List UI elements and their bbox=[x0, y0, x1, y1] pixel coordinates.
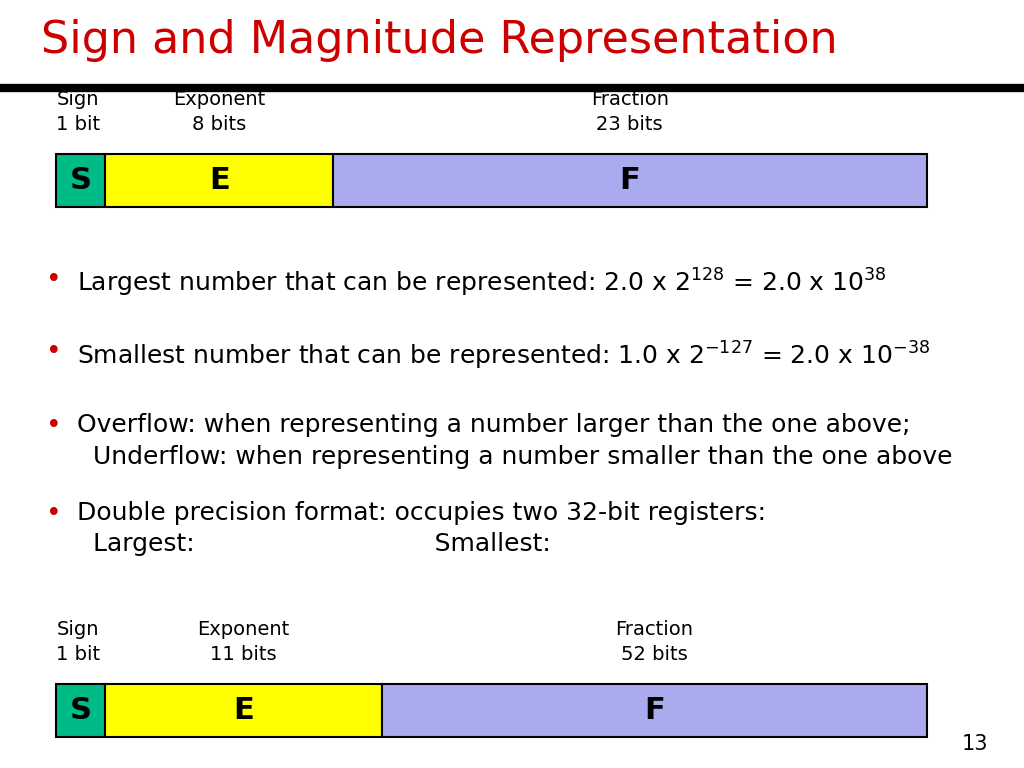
Text: 8 bits: 8 bits bbox=[193, 115, 246, 134]
Text: 23 bits: 23 bits bbox=[596, 115, 664, 134]
Text: 11 bits: 11 bits bbox=[210, 645, 278, 664]
Text: •: • bbox=[46, 501, 61, 527]
Text: •: • bbox=[46, 413, 61, 439]
Text: E: E bbox=[233, 696, 254, 725]
Text: Double precision format: occupies two 32-bit registers:
  Largest:              : Double precision format: occupies two 32… bbox=[77, 501, 766, 556]
FancyBboxPatch shape bbox=[56, 154, 105, 207]
Text: F: F bbox=[620, 166, 640, 195]
Text: 1 bit: 1 bit bbox=[56, 645, 100, 664]
Text: S: S bbox=[70, 696, 92, 725]
FancyBboxPatch shape bbox=[105, 684, 382, 737]
Text: 13: 13 bbox=[962, 734, 988, 754]
Text: S: S bbox=[70, 166, 92, 195]
FancyBboxPatch shape bbox=[56, 684, 105, 737]
Text: Sign: Sign bbox=[56, 620, 99, 639]
FancyBboxPatch shape bbox=[382, 684, 927, 737]
Text: •: • bbox=[46, 267, 61, 293]
Text: 52 bits: 52 bits bbox=[621, 645, 688, 664]
Text: Largest number that can be represented: 2.0 x 2$^{128}$ = 2.0 x 10$^{38}$: Largest number that can be represented: … bbox=[77, 267, 887, 300]
Text: 1 bit: 1 bit bbox=[56, 115, 100, 134]
Text: Exponent: Exponent bbox=[198, 620, 290, 639]
Text: Fraction: Fraction bbox=[615, 620, 693, 639]
Text: Sign: Sign bbox=[56, 90, 99, 109]
Text: E: E bbox=[209, 166, 229, 195]
FancyBboxPatch shape bbox=[333, 154, 927, 207]
Text: Exponent: Exponent bbox=[173, 90, 265, 109]
FancyBboxPatch shape bbox=[105, 154, 333, 207]
Text: Smallest number that can be represented: 1.0 x 2$^{-127}$ = 2.0 x 10$^{-38}$: Smallest number that can be represented:… bbox=[77, 339, 930, 372]
Text: Sign and Magnitude Representation: Sign and Magnitude Representation bbox=[41, 19, 838, 62]
Text: F: F bbox=[644, 696, 665, 725]
Text: •: • bbox=[46, 339, 61, 366]
Text: Overflow: when representing a number larger than the one above;
  Underflow: whe: Overflow: when representing a number lar… bbox=[77, 413, 952, 468]
Text: Fraction: Fraction bbox=[591, 90, 669, 109]
